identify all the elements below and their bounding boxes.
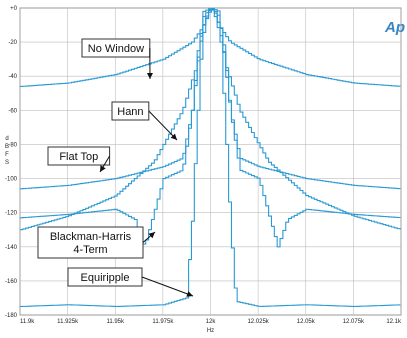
callout-arrow-line	[148, 110, 178, 141]
callout-hann: Hann	[111, 101, 178, 141]
x-tick-label: 12.1k	[386, 319, 402, 325]
callouts: No Window Hann Flat Top Blackman-Harris4-Te…	[37, 38, 194, 297]
y-tick-label: +0	[10, 6, 18, 12]
callout-box	[37, 226, 144, 259]
y-tick-label: -40	[8, 74, 17, 80]
callout-arrow-head	[148, 232, 155, 239]
callout-arrow-head	[100, 165, 106, 172]
callout-arrow-head	[170, 133, 177, 140]
callout-label: Flat Top	[59, 151, 98, 163]
y-tick-label: -60	[8, 108, 17, 114]
callout-label: 4-Term	[73, 244, 107, 256]
y-tick-label: -120	[5, 211, 18, 217]
callout-flat-top: Flat Top	[47, 146, 111, 173]
callout-label: No Window	[88, 43, 144, 55]
series-line-no-window	[20, 9, 401, 88]
ap-logo: Ap	[384, 19, 405, 36]
x-axis-label: Hz	[207, 328, 214, 334]
series-line-equiripple	[20, 8, 401, 308]
y-tick-label: -20	[8, 40, 17, 46]
y-tick-label: -180	[5, 313, 18, 319]
x-tick-label: 12.05k	[297, 319, 316, 325]
x-tick-label: 12k	[206, 319, 217, 325]
callout-label: Equiripple	[81, 272, 130, 284]
y-tick-label: -80	[8, 142, 17, 148]
callout-no-window: No Window	[81, 38, 153, 80]
x-axis-ticks: 11.9k 11.925k 11.95k 11.975k 12k 12.025k 12.05…	[20, 319, 402, 325]
y-tick-label: -100	[5, 177, 18, 183]
x-tick-label: 11.975k	[152, 319, 174, 325]
x-tick-label: 11.925k	[57, 319, 79, 325]
x-tick-label: 11.9k	[20, 319, 35, 325]
x-tick-label: 11.95k	[106, 319, 125, 325]
y-tick-label: -160	[5, 279, 18, 285]
x-tick-label: 12.025k	[247, 319, 269, 325]
y-axis-ticks: +0 -20 -40 -60 -80 -100 -120 -140 -160 -180	[5, 6, 18, 319]
callout-equiripple: Equiripple	[67, 267, 194, 297]
callout-arrow-head	[186, 291, 193, 297]
callout-arrow-head	[146, 72, 153, 79]
callout-label: Hann	[117, 106, 143, 118]
callout-arrow-line	[141, 276, 194, 297]
grid	[19, 7, 402, 316]
callout-label: Blackman-Harris	[50, 231, 132, 243]
x-tick-label: 12.075k	[343, 319, 365, 325]
y-tick-label: -140	[5, 245, 18, 251]
series-lines	[20, 7, 401, 308]
